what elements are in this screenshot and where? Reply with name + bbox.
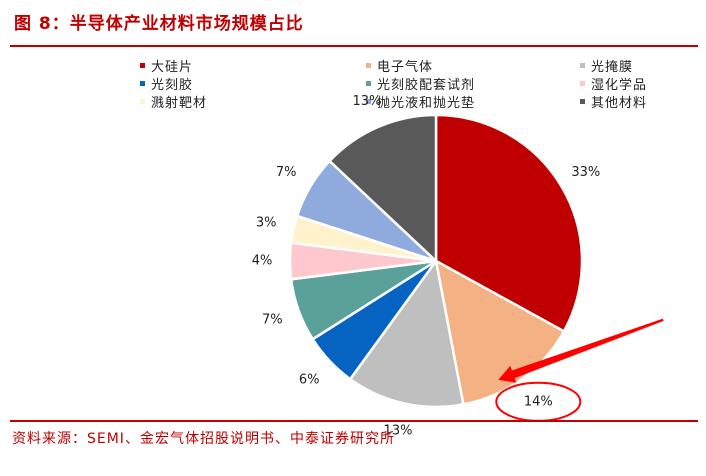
- slice-label: 6%: [299, 373, 320, 388]
- legend-swatch: [580, 99, 585, 104]
- legend-swatch: [580, 81, 585, 86]
- source-note: 资料来源：SEMI、金宏气体招股说明书、中泰证券研究所: [12, 431, 395, 447]
- legend-swatch: [140, 81, 145, 86]
- legend-label: 光掩膜: [591, 60, 634, 75]
- legend-label: 湿化学品: [591, 78, 648, 93]
- legend-swatch: [140, 63, 145, 68]
- legend-item: 光掩膜: [580, 57, 634, 75]
- slice-label: 13%: [352, 94, 381, 109]
- slice-label: 4%: [252, 254, 273, 269]
- legend-swatch: [366, 63, 371, 68]
- legend-label: 溅射靶材: [151, 96, 208, 111]
- slice-label: 7%: [262, 312, 283, 327]
- pie-slice: [434, 113, 584, 334]
- title-divider: [10, 45, 698, 47]
- slice-label: 3%: [256, 216, 277, 231]
- legend-swatch: [140, 99, 145, 104]
- highlight-arrow: [498, 318, 664, 383]
- slice-label: 13%: [384, 423, 413, 438]
- legend-swatch: [580, 63, 585, 68]
- legend-label: 电子气体: [377, 60, 434, 75]
- legend-label: 其他材料: [591, 96, 648, 111]
- slice-label: 7%: [276, 165, 297, 180]
- legend-item: 湿化学品: [580, 75, 648, 93]
- chart-legend: 大硅片 电子气体 光掩膜光刻胶 光刻胶配套试剂 湿化学品溅射靶材 抛光液和抛光垫 其他材料: [140, 57, 700, 113]
- legend-item: 光刻胶配套试剂: [366, 75, 476, 93]
- legend-item: 抛光液和抛光垫: [366, 93, 476, 111]
- legend-label: 大硅片: [151, 60, 194, 75]
- slice-label: 33%: [571, 165, 600, 180]
- source-divider: [10, 420, 698, 422]
- figure-title: 图 8：半导体产业材料市场规模占比: [14, 14, 304, 34]
- legend-item: 大硅片: [140, 57, 194, 75]
- legend-item: 溅射靶材: [140, 93, 208, 111]
- legend-item: 电子气体: [366, 57, 434, 75]
- legend-label: 光刻胶配套试剂: [377, 78, 476, 93]
- pie-slice: [348, 257, 465, 409]
- legend-item: 其他材料: [580, 93, 648, 111]
- legend-label: 光刻胶: [151, 78, 194, 93]
- slice-label: 14%: [524, 394, 553, 409]
- pie-slice: [327, 113, 438, 264]
- legend-swatch: [366, 81, 371, 86]
- legend-label: 抛光液和抛光垫: [377, 96, 476, 111]
- legend-item: 光刻胶: [140, 75, 194, 93]
- legend-swatch: [366, 99, 371, 104]
